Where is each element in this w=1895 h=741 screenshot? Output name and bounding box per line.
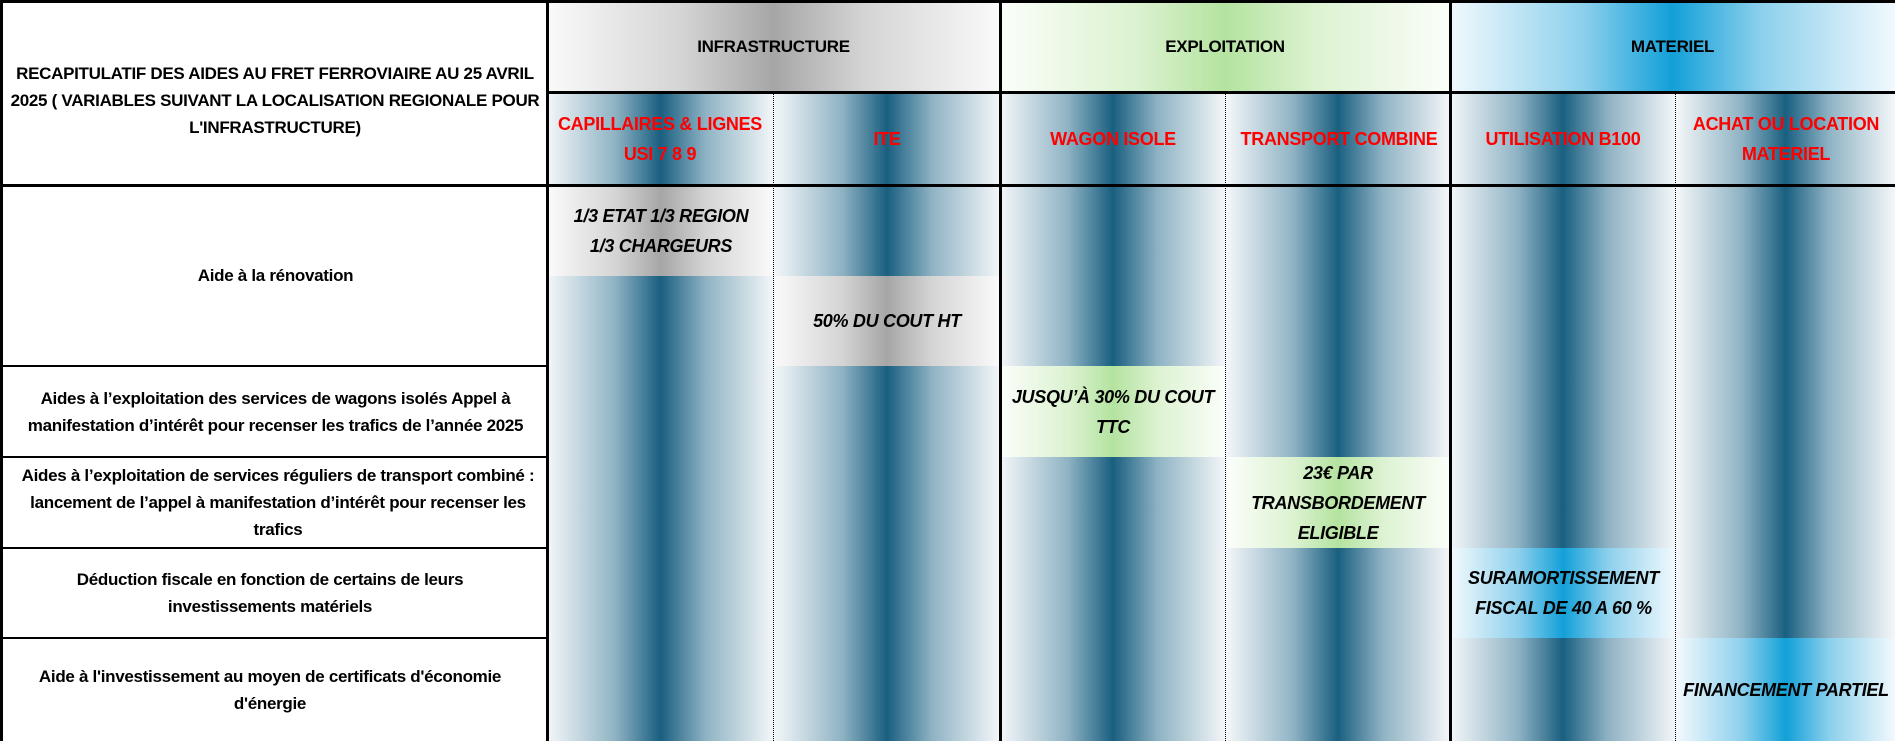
dotted-divider [1675,93,1676,741]
dotted-divider [773,93,774,741]
cell-renovation-ite: 50% DU COUT HT [775,276,999,366]
border-top [0,0,1895,3]
column-header-capillaires: CAPILLAIRES & LIGNES USI 7 8 9 [557,113,762,164]
cell-wagon-isole: JUSQU’À 30% DU COUT TTC [1001,366,1225,457]
border-left [0,0,3,741]
row-divider [0,637,547,639]
column-header-b100: UTILISATION B100 [1485,128,1641,149]
cell-b100: SURAMORTISSEMENT FISCAL DE 40 A 60 % [1452,548,1675,638]
row-label-renovation: Aide à la rénovation [197,266,354,285]
column-bg-achat [1676,92,1895,741]
border-label-column [546,0,549,741]
border-header-bottom [0,184,1895,187]
border-group [999,0,1002,741]
dotted-divider [1225,93,1226,741]
row-label-wagons-isoles: Aides à l’exploitation des services de w… [27,388,524,435]
column-header-wagon-isole: WAGON ISOLE [1050,128,1176,149]
group-header-infrastructure: INFRASTRUCTURE [547,0,1000,92]
column-bg-b100 [1450,92,1676,741]
column-header-achat-location: ACHAT OU LOCATION MATERIEL [1692,113,1880,164]
border-group [1449,0,1452,741]
column-header-ite: ITE [873,128,901,149]
cell-renovation-capillaires: 1/3 ETAT 1/3 REGION 1/3 CHARGEURS [549,186,773,276]
row-label-deduction-fiscale: Déduction fiscale en fonction de certain… [76,570,464,616]
border-header-mid [547,91,1895,94]
row-divider [0,547,547,549]
cell-achat-location: FINANCEMENT PARTIEL [1677,638,1895,741]
column-bg-combine [1226,92,1450,741]
table-title: RECAPITULATIF DES AIDES AU FRET FERROVIA… [10,63,540,137]
row-label-transport-combine: Aides à l’exploitation de services régul… [21,466,535,539]
group-header-materiel: MATERIEL [1450,0,1895,92]
row-divider [0,456,547,458]
row-label-cee: Aide à l'investissement au moyen de cert… [38,666,502,713]
row-divider [0,365,547,367]
column-bg-ite [774,92,1000,741]
group-header-exploitation: EXPLOITATION [1000,0,1450,92]
cell-transport-combine: 23€ PAR TRANSBORDEMENT ELIGIBLE [1227,457,1449,548]
column-header-transport-combine: TRANSPORT COMBINE [1240,128,1438,149]
